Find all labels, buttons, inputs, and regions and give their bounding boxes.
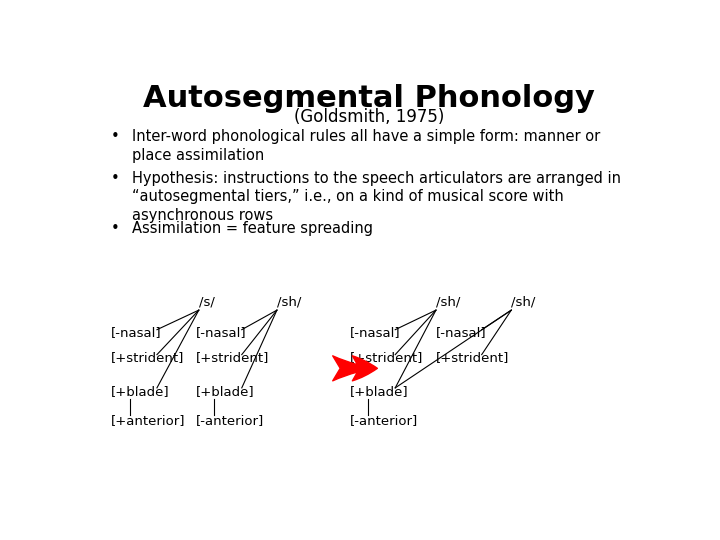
Text: [+strident]: [+strident] — [111, 352, 184, 365]
Text: [+blade]: [+blade] — [196, 384, 255, 397]
Text: [+blade]: [+blade] — [111, 384, 170, 397]
Text: [-anterior]: [-anterior] — [196, 414, 264, 427]
Text: •: • — [111, 221, 120, 236]
Text: [+strident]: [+strident] — [196, 352, 269, 365]
Text: [-nasal]: [-nasal] — [196, 327, 247, 340]
Text: [+blade]: [+blade] — [349, 384, 408, 397]
Text: /sh/: /sh/ — [436, 295, 460, 308]
Text: [+anterior]: [+anterior] — [111, 414, 186, 427]
Text: [+strident]: [+strident] — [349, 352, 423, 365]
Text: Assimilation = feature spreading: Assimilation = feature spreading — [132, 221, 373, 236]
Text: [-nasal]: [-nasal] — [111, 327, 162, 340]
Text: •: • — [111, 129, 120, 144]
Text: /sh/: /sh/ — [277, 295, 301, 308]
Text: /s/: /s/ — [199, 295, 215, 308]
Text: •: • — [111, 171, 120, 186]
Text: [-anterior]: [-anterior] — [349, 414, 418, 427]
Text: Inter-word phonological rules all have a simple form: manner or
place assimilati: Inter-word phonological rules all have a… — [132, 129, 600, 163]
Text: Hypothesis: instructions to the speech articulators are arranged in
“autosegment: Hypothesis: instructions to the speech a… — [132, 171, 621, 223]
Text: [-nasal]: [-nasal] — [349, 327, 400, 340]
Text: (Goldsmith, 1975): (Goldsmith, 1975) — [294, 109, 444, 126]
Text: [+strident]: [+strident] — [436, 352, 509, 365]
Text: Autosegmental Phonology: Autosegmental Phonology — [143, 84, 595, 112]
Text: [-nasal]: [-nasal] — [436, 327, 487, 340]
Text: /sh/: /sh/ — [511, 295, 536, 308]
